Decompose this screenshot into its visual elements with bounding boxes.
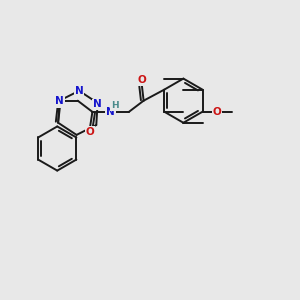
Text: N: N [106,107,115,117]
Text: O: O [86,127,94,137]
Text: O: O [137,75,146,85]
Text: O: O [56,98,64,107]
Text: H: H [111,101,118,110]
Text: N: N [55,96,64,106]
Text: N: N [93,99,102,110]
Text: O: O [213,107,221,117]
Text: N: N [75,86,84,96]
